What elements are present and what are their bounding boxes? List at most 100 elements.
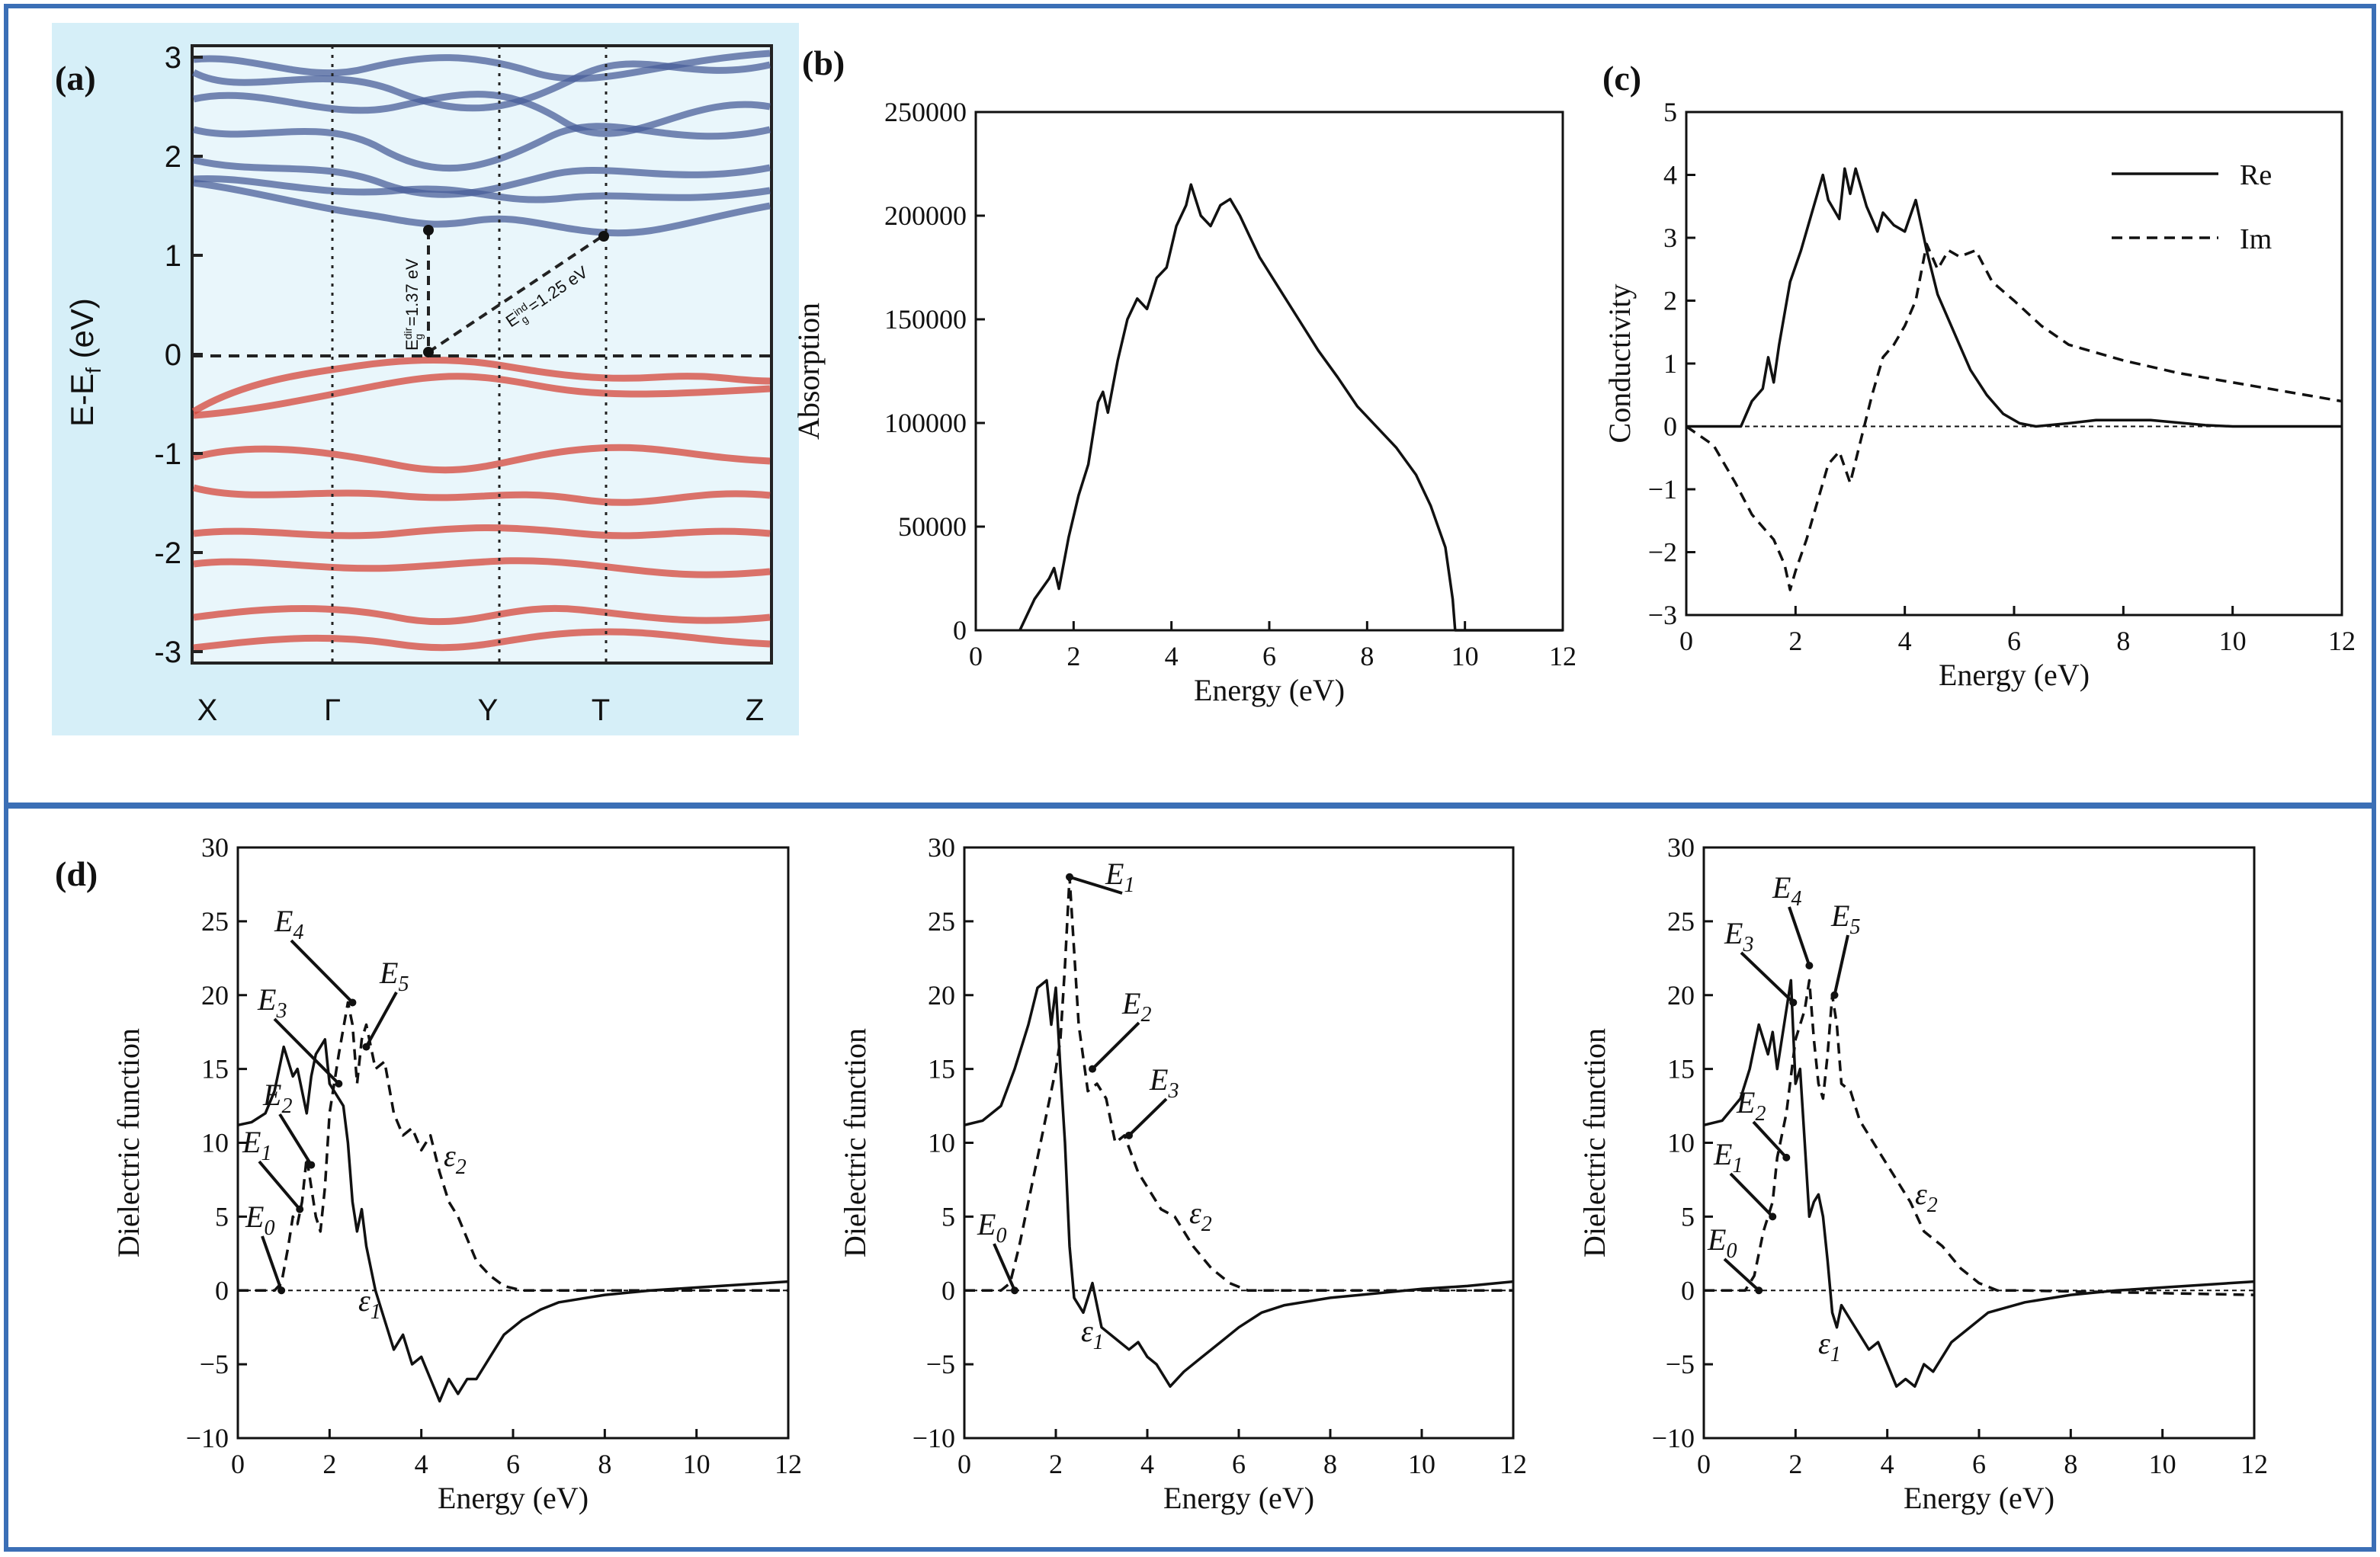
annot-e5: E5 [1830,899,1860,939]
legend-label-re: Re [2240,159,2272,191]
conduction-band-line [192,123,771,172]
xtick-label: 12 [1549,641,1577,671]
ytick-label: 4 [1663,160,1677,191]
annot-e1: E1 [1713,1137,1743,1177]
ytick-label: −3 [1648,600,1677,630]
ytick-label: −5 [200,1349,229,1379]
annot-eps1: ε1 [358,1283,381,1324]
k-point-label: Γ [324,694,341,727]
annot-e4-arrowhead [348,998,357,1007]
xtick-label: 6 [2007,626,2021,656]
xtick-label: 4 [1898,626,1912,656]
ytick-label: 3 [1663,223,1677,253]
ytick-label: 150000 [884,304,967,335]
ytick-label: −10 [1652,1423,1695,1453]
vbm-dot [423,347,434,357]
xtick-label: 2 [1067,641,1080,671]
xtick-label: 4 [415,1449,428,1479]
conduction-band-line [193,179,771,237]
series-line-Im [1686,242,2343,591]
annot-e1: E1 [1105,857,1134,897]
annot-e5-arrow [1833,934,1849,996]
ytick-label: −10 [186,1423,229,1453]
ytick-label: 10 [928,1128,955,1158]
plot-frame [1702,846,2256,1440]
annot-e5-arrow [364,992,398,1048]
valence-band-line [193,524,771,540]
ytick-label: 5 [215,1201,229,1232]
panel-label-c: (c) [1602,59,1641,98]
annot-e3: E3 [1149,1062,1179,1103]
valence-band-line [193,373,771,419]
ytick-label: 15 [928,1054,955,1084]
dielectric-chart-2: 0 2 4 6 8 10 12 −10 −5 0 5 10 15 20 25 30 Energy (eV) Die… [838,832,1527,1515]
annot-e3-arrow [273,1017,340,1085]
band-y-ticks: 3 2 1 0 -1 -2 -3 [154,41,203,669]
band-ytick-label: -1 [154,437,181,471]
ytick-label: 0 [215,1275,229,1306]
plot-frame [963,846,1515,1440]
ytick-label: 0 [941,1275,955,1306]
xtick-label: 8 [1323,1449,1337,1479]
series-line-ε2 [238,1001,788,1293]
annot-eps2: ε2 [1189,1196,1212,1236]
annot-e0: E0 [977,1207,1006,1248]
annot-e5-arrowhead [362,1043,370,1051]
ytick-label: 20 [928,980,955,1011]
conduction-band-line [191,60,771,112]
band-ytick-label: 0 [165,338,181,372]
series-line-ε1 [1703,979,2255,1388]
ytick-label: 1 [1663,348,1677,379]
ytick-label: 10 [201,1128,229,1158]
valence-band-line [192,444,771,474]
annot-eps2: ε2 [1915,1177,1938,1217]
x-axis-label: Energy (eV) [1904,1481,2054,1515]
xtick-label: 0 [1697,1449,1711,1479]
y-axis-label: Conductivity [1602,284,1637,444]
ytick-label: −5 [926,1349,955,1379]
annot-e2-arrowhead [1089,1065,1096,1073]
annot-eps1: ε1 [1818,1326,1841,1366]
xtick-label: 8 [1360,641,1374,671]
annot-e0-arrow [993,1243,1016,1292]
ytick-label: 0 [1681,1275,1695,1306]
x-axis-label: Energy (eV) [1163,1481,1314,1515]
xtick-label: 0 [1679,626,1693,656]
annot-e1-arrow [258,1160,301,1210]
ytick-label: 100000 [884,408,967,438]
annot-e1-arrow [1069,875,1123,895]
ytick-label: 50000 [898,511,967,542]
band-ytick-label: 2 [165,140,181,174]
xtick-label: 10 [1408,1449,1435,1479]
x-axis-label: Energy (eV) [1939,658,2090,692]
xtick-label: 4 [1140,1449,1154,1479]
y-axis-label: Dielectric function [838,1028,872,1257]
xtick-label: 2 [1788,1449,1802,1479]
band-ytick-label: 1 [165,239,181,273]
x-axis-label: Energy (eV) [1194,673,1345,707]
annot-e2-arrow [1091,1021,1140,1071]
ytick-label: 5 [941,1201,955,1232]
annot-e1: E1 [242,1125,271,1165]
annot-e3: E3 [257,982,287,1023]
annot-e0: E0 [245,1200,274,1240]
annot-e0: E0 [1707,1222,1737,1263]
k-point-label: X [197,694,218,727]
series-line-ε2 [1704,979,2255,1296]
annot-e2: E2 [262,1078,292,1118]
xtick-label: 4 [1165,641,1179,671]
series-line-Re [1686,167,2342,428]
xtick-label: 10 [1451,641,1479,671]
band-y-axis-label: E-Ef (eV) [64,298,105,427]
band-ytick-label: -2 [154,537,181,570]
direct-gap-label: Edirg=1.37 eV [402,258,425,351]
annot-e3-arrow [1127,1097,1168,1137]
annot-e5-arrowhead [1830,991,1839,999]
annot-e4-arrow [1788,906,1811,966]
xtick-label: 8 [598,1449,611,1479]
xtick-label: 2 [1788,626,1802,656]
ytick-label: 30 [1667,832,1695,863]
xtick-label: 2 [1049,1449,1063,1479]
